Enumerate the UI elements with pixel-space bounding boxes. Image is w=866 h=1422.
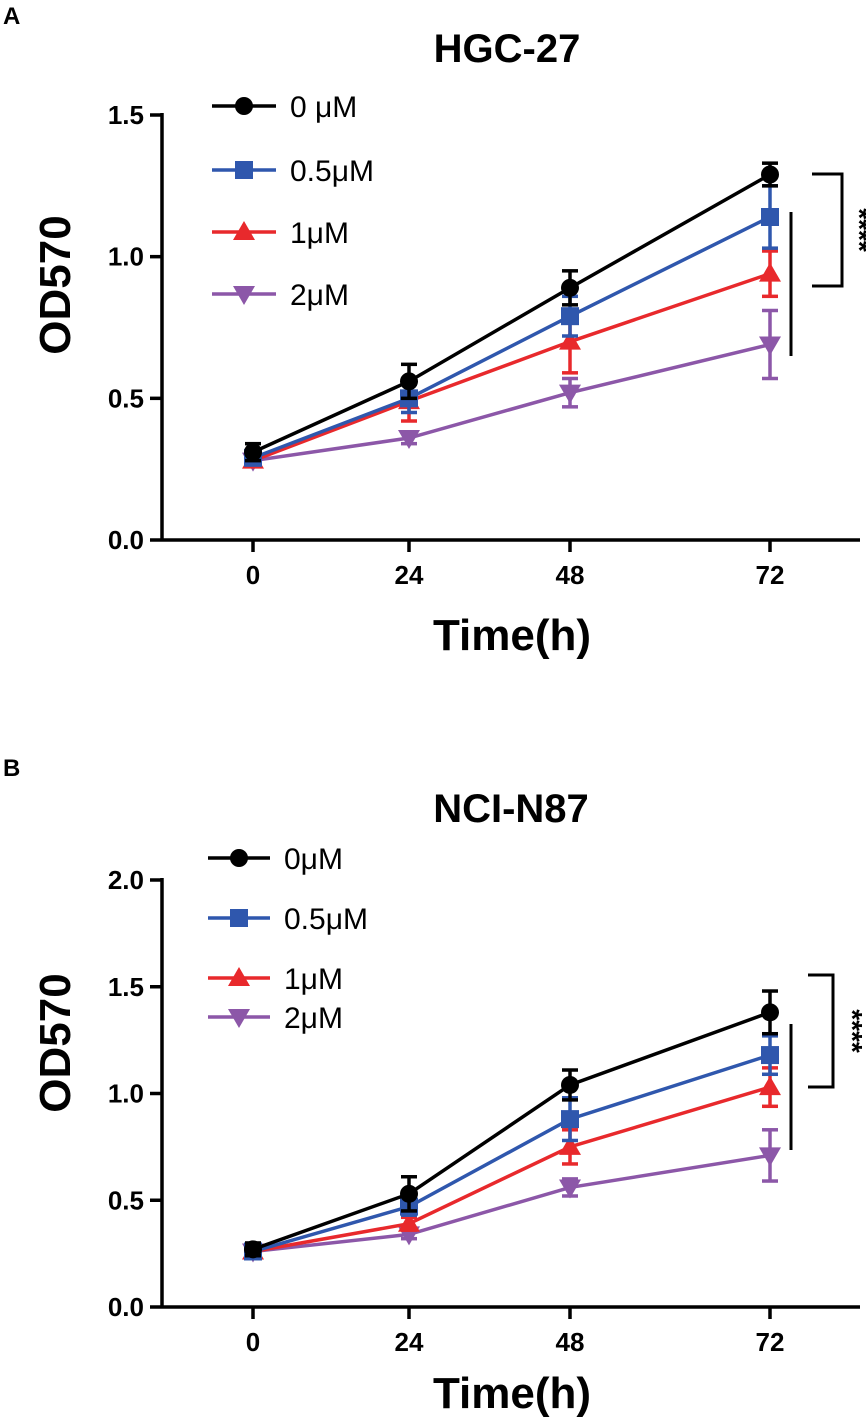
data-point [244,1240,262,1259]
legend-label: 0.5μM [284,903,368,936]
significance-b: **** [789,973,866,1150]
data-point [561,1110,579,1129]
chart-title-b: NCI-N87 [433,787,589,831]
data-point [761,165,779,184]
series-line [252,1153,771,1254]
series-line [252,215,771,460]
series-line [252,172,771,454]
data-point [559,1135,581,1155]
x-axis-label-b: Time(h) [433,1369,591,1418]
significance-bracket-b [808,973,835,1089]
data-point [559,330,581,350]
data-point [559,384,581,404]
legend-label: 2μM [290,279,349,312]
data-point [761,1003,779,1022]
y-tick-label-a: 0.5 [108,383,144,413]
data-point [400,1184,418,1203]
legend-item-a-1: 0.5μM [212,155,374,188]
significance-a: **** [789,172,866,356]
significance-label-b: **** [837,1009,866,1053]
y-tick-label-a: 0.0 [108,525,144,555]
series-line [252,342,771,463]
data-point [561,1075,579,1094]
legend-marker [233,221,255,240]
series-a-3 [242,308,781,472]
legend-item-a-3: 2μM [212,279,349,312]
data-point [761,208,779,226]
chart-title-a: HGC-27 [434,27,581,71]
x-tick-label-a: 24 [395,560,424,590]
series-layer-a [242,161,781,472]
panel-label-b: B [3,755,20,782]
legend-label: 1μM [290,217,349,250]
legend-label: 2μM [284,1002,343,1035]
legend-marker [235,161,253,179]
y-tick-label-b: 0.5 [108,1185,144,1215]
series-a-0 [244,161,779,463]
legend-item-a-0: 0 μM [212,91,357,124]
legend-label: 0μM [284,843,343,876]
data-point [761,1046,779,1065]
legend-item-a-2: 1μM [212,217,349,250]
significance-bracket-a [812,172,844,288]
x-tick-label-a: 72 [756,560,785,590]
y-tick-label-a: 1.5 [108,100,144,130]
data-point [759,1076,781,1096]
legend-label: 0.5μM [290,155,374,188]
series-line [252,1085,771,1254]
x-tick-label-b: 48 [556,1327,585,1357]
x-tick-label-a: 0 [246,560,260,590]
axes-a: 0.0 0.5 1.0 1.5 0 24 48 72 [108,100,860,590]
y-tick-label-b: 2.0 [108,865,144,895]
x-tick-label-a: 48 [556,560,585,590]
panel-b: B NCI-N87 OD570 Time(h) 0.00.51.01.52.00… [3,755,866,1418]
y-axis-label-a: OD570 [31,215,80,354]
series-b-1 [244,1034,779,1261]
legend-marker [230,849,248,867]
legend-marker [228,1009,250,1028]
legend-marker [233,286,255,305]
y-tick-label-a: 1.0 [108,242,144,272]
x-axis-label-a: Time(h) [433,611,591,660]
legend-label: 1μM [284,963,343,996]
legend-item-b-3: 2μM [208,1002,343,1035]
data-point [561,278,579,297]
data-point [244,443,262,462]
legend-item-b-2: 1μM [208,963,343,996]
panel-a: A HGC-27 OD570 Time(h) 0.0 0.5 1.0 1.5 0 24 48… [3,3,866,660]
panel-label-a: A [3,3,20,30]
y-axis-label-b: OD570 [31,973,80,1112]
y-tick-label-b: 1.0 [108,1079,144,1109]
legend-a: 0 μM 0.5μM 1μM 2μM [212,91,374,312]
data-point [400,372,418,391]
y-tick-label-b: 0.0 [108,1292,144,1322]
series-layer-b [242,989,781,1263]
axes-b: 0.0 0.5 1.0 1.5 2.0 0 24 48 72 [108,865,860,1357]
data-point [398,1212,420,1232]
series-b-0 [244,989,779,1259]
legend-item-b-1: 0.5μM [208,903,368,936]
data-point [759,336,781,356]
series-line [252,1010,771,1252]
x-tick-label-b: 24 [395,1327,424,1357]
data-point [561,307,579,326]
significance-label-a: **** [844,208,866,252]
legend-marker [230,909,248,927]
legend-b: 0μM 0.5μM 1μM 2μM [208,843,368,1035]
data-point [759,1147,781,1167]
legend-marker [235,97,253,115]
data-point [398,430,420,449]
y-tick-label-b: 1.5 [108,972,144,1002]
legend-item-b-0: 0μM [208,843,343,876]
x-tick-label-b: 72 [756,1327,785,1357]
legend-label: 0 μM [290,91,357,124]
legend-marker [228,967,250,986]
data-point [759,262,781,282]
series-line [252,272,771,463]
series-line [252,1053,771,1254]
data-point [559,1179,581,1199]
x-tick-label-b: 0 [246,1327,260,1357]
